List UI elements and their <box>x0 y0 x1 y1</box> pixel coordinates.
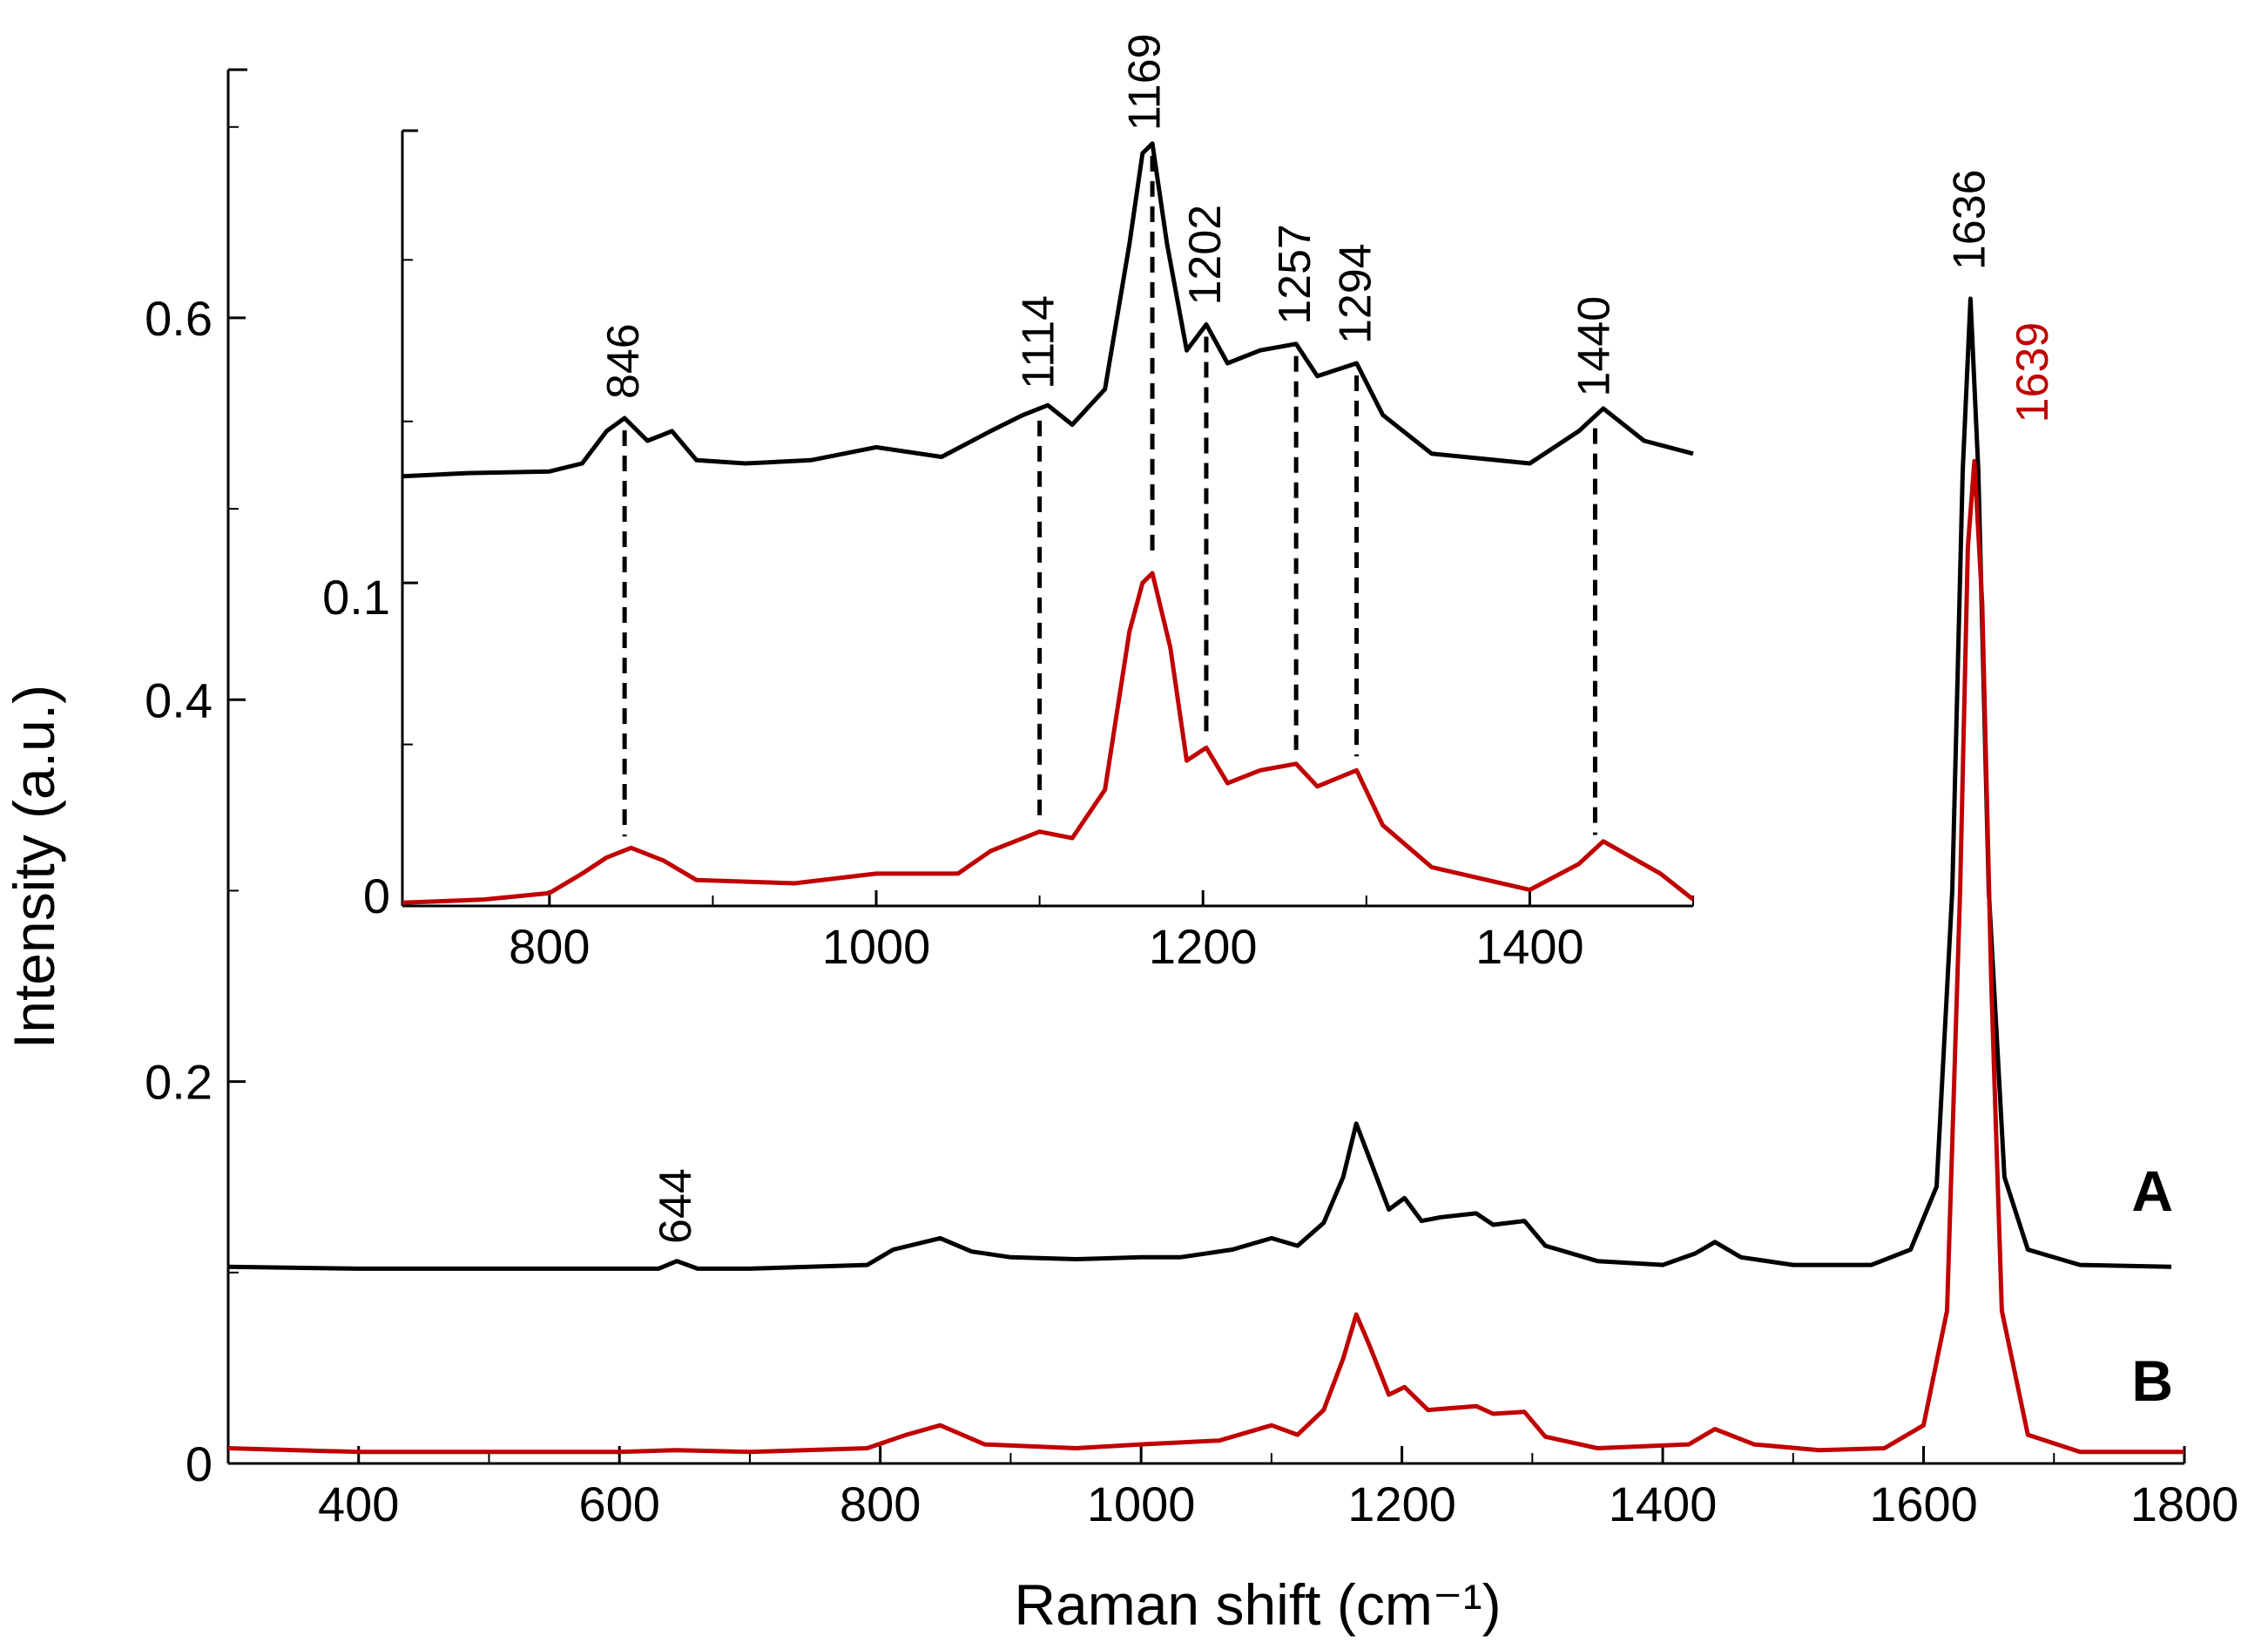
series-line-a <box>227 296 2172 1271</box>
x-tick-label: 400 <box>318 1477 399 1531</box>
inset-x-tick-label: 1200 <box>1149 919 1258 974</box>
y-tick-label: 0.4 <box>145 672 213 727</box>
x-tick-label: 1000 <box>1087 1477 1196 1531</box>
inset-series-line-a <box>402 141 1694 479</box>
peak-annotation: 644 <box>651 1168 701 1244</box>
y-tick-label: 0 <box>186 1436 213 1491</box>
inset-ticks: 800 1000 1200 1400 0 0.1 <box>322 259 1694 974</box>
series-label-a: A <box>2131 1159 2173 1223</box>
main-ticks: 400 600 800 1000 1200 1400 1600 1800 0 0.2 0.4 0.6 <box>145 125 2239 1531</box>
inset-peak-label: 1114 <box>1014 295 1064 389</box>
inset-series <box>402 141 1695 905</box>
inset-y-tick-label: 0 <box>363 868 390 923</box>
x-tick-label: 1400 <box>1609 1477 1718 1531</box>
x-axis-label: Raman shift (cm⁻¹) <box>1014 1572 1501 1637</box>
main-series <box>227 296 2184 1455</box>
inset-x-tick-label: 1400 <box>1475 919 1584 974</box>
inset-y-tick-label: 0.1 <box>322 570 390 625</box>
inset-series-line-b <box>402 571 1695 905</box>
x-tick-label: 800 <box>840 1477 921 1531</box>
x-tick-label: 1200 <box>1347 1477 1456 1531</box>
main-annotations: 644 1636 1639 <box>651 169 2058 1243</box>
inset-peak-label: 1202 <box>1180 205 1231 306</box>
main-axes <box>226 68 2184 1465</box>
x-tick-label: 600 <box>578 1477 659 1531</box>
y-tick-label: 0.2 <box>145 1055 213 1110</box>
inset-peak-label: 1257 <box>1270 224 1320 325</box>
x-tick-label: 1600 <box>1869 1477 1978 1531</box>
inset-peak-label: 846 <box>598 323 649 399</box>
inset-dashed-lines <box>622 155 1597 837</box>
y-axis-label: Intensity (a.u.) <box>2 685 66 1049</box>
inset-peak-label: 1440 <box>1569 296 1619 397</box>
peak-annotation: 1639 <box>2008 322 2058 423</box>
x-tick-label: 1800 <box>2130 1477 2239 1531</box>
inset-peak-label: 1294 <box>1331 243 1381 344</box>
main-chart: 400 600 800 1000 1200 1400 1600 180000.20.40.6 … <box>2 68 2239 1637</box>
peak-annotation: 1636 <box>1944 169 1995 270</box>
inset-x-tick-label: 1000 <box>822 919 931 974</box>
series-label-b: B <box>2131 1348 2173 1413</box>
series-line-b <box>227 458 2184 1455</box>
inset-axes <box>401 129 1693 908</box>
inset-peak-label: 1169 <box>1120 33 1171 131</box>
inset-x-tick-label: 800 <box>509 919 590 974</box>
y-tick-label: 0.6 <box>145 291 213 346</box>
inset-peak-labels: 846 1114 1169 1202 1257 1294 1440 <box>598 33 1619 399</box>
